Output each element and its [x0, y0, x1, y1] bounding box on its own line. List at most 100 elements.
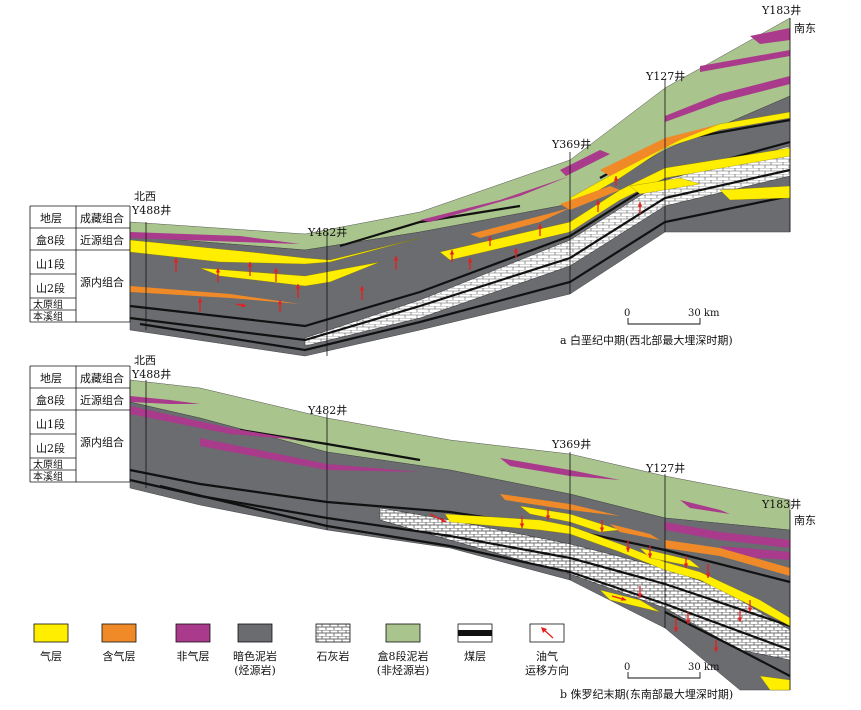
panel-b-well-lines [145, 380, 791, 690]
table-row-label: 太原组 [33, 458, 63, 471]
migration-arrow [247, 262, 253, 276]
migration-arrow [705, 564, 711, 578]
panel-b-dark-mudstone [129, 401, 791, 691]
table-row-label: 盒8段 [36, 393, 65, 407]
table-group-label: 近源组合 [80, 393, 124, 407]
panel-a-gas-layers [129, 111, 791, 287]
legend-label: 非气层 [177, 649, 210, 663]
migration-arrow [683, 556, 689, 568]
migration-arrow [613, 176, 619, 186]
migration-arrow [393, 256, 399, 270]
panel-b-caption: b 侏罗纪末期(东南部最大埋深时期) [560, 687, 733, 701]
legend-item-gas: 气层 [33, 623, 69, 663]
migration-arrow [295, 284, 301, 298]
panel-b-migration-arrows [429, 508, 753, 652]
legend-item-migration-arrow: 油气运移方向 [525, 623, 569, 677]
legend-swatch-he8-mudstone [385, 623, 421, 643]
migration-arrow [467, 258, 473, 270]
migration-arrow [273, 268, 279, 282]
migration-arrow [513, 248, 519, 258]
legend-swatch-non-gas [175, 623, 211, 643]
table-header-assemblage: 成藏组合 [80, 211, 124, 225]
legend-swatch-gas-bearing [101, 623, 137, 643]
table-row-label: 本溪组 [33, 470, 63, 483]
migration-arrow [637, 586, 643, 598]
panel-a-well-label: Y369井 [551, 137, 591, 151]
table-group-label: 源内组合 [80, 435, 124, 449]
table-row-label: 本溪组 [33, 310, 63, 323]
migration-arrow [173, 258, 179, 272]
migration-arrow [537, 224, 543, 236]
legend-swatch-limestone [315, 623, 351, 643]
legend-item-limestone: 石灰岩 [315, 623, 351, 663]
table-row-label: 太原组 [33, 298, 63, 311]
migration-arrow [197, 298, 203, 312]
migration-arrow [673, 618, 679, 632]
panel-a-caption: a 白垩纪中期(西北部最大埋深时期) [560, 333, 733, 347]
panel-b-dir-right: 南东 [794, 514, 816, 527]
panel-a-well-label: Y183井 [761, 3, 801, 17]
migration-arrow [685, 612, 691, 624]
migration-arrow [277, 300, 283, 312]
migration-arrow [449, 250, 455, 262]
legend-label: 煤层 [464, 650, 486, 663]
legend-label: 含气层 [103, 649, 136, 663]
panel-a-well-label: Y488井 [131, 203, 171, 217]
legend-item-gas-bearing: 含气层 [101, 623, 137, 663]
migration-arrow [625, 540, 631, 552]
panel-a-migration-arrows [173, 176, 643, 312]
legend-item-he8-mudstone: 盒8段泥岩(非烃源岩) [377, 623, 430, 677]
migration-arrow [545, 508, 551, 520]
panel-b-well-label: Y488井 [131, 367, 171, 381]
migration-arrow [519, 516, 525, 528]
legend-label: 石灰岩 [317, 649, 350, 663]
panel-b-gas-bearing-layers [500, 494, 790, 576]
table-row-label: 山1段 [36, 417, 65, 431]
panel-b-well-label: Y183井 [761, 497, 801, 511]
migration-arrow [737, 610, 743, 622]
migration-arrow [359, 286, 365, 300]
migration-arrow [487, 236, 493, 246]
migration-arrow [215, 268, 221, 282]
panel-a-dir-right: 南东 [794, 22, 816, 35]
legend-swatch-migration-arrow [529, 623, 565, 643]
migration-arrow [599, 520, 605, 532]
migration-arrow [647, 546, 653, 558]
table-group-label: 源内组合 [80, 275, 124, 289]
panel-b-well-label: Y127井 [645, 461, 685, 475]
table-header-strata: 地层 [40, 372, 62, 385]
legend-label: 盒8段泥岩(非烃源岩) [377, 649, 430, 677]
panel-a-well-label: Y482井 [307, 225, 347, 239]
panel-b-well-label: Y482井 [307, 403, 347, 417]
panel-b-non-gas-layers [130, 396, 790, 560]
legend-swatch-gas [33, 623, 69, 643]
legend-label: 油气运移方向 [525, 649, 569, 677]
table-row-label: 山2段 [36, 281, 65, 295]
migration-arrow [235, 302, 247, 308]
legend-label: 气层 [40, 649, 62, 663]
panel-a-scale-bar: 0 30 km [624, 308, 720, 325]
panel-a-well-label: Y127井 [645, 69, 685, 83]
legend: 气层 含气层 非气层 暗色泥岩(烃源岩) 石灰岩 盒8段泥岩(非烃源岩) 煤层 油气运移方向 [33, 623, 569, 677]
panel-b: 北西 Y488井 Y482井 Y369井 Y127井 Y183井 南东 0 30… [129, 354, 816, 701]
panel-a-non-gas-layers [130, 28, 790, 244]
svg-text:30 km: 30 km [688, 308, 720, 319]
table-header-strata: 地层 [40, 212, 62, 225]
migration-arrow [595, 200, 601, 212]
table-row-label: 盒8段 [36, 233, 65, 247]
migration-arrow [429, 513, 447, 523]
table-row-label: 山1段 [36, 257, 65, 271]
panel-a-well-lines [145, 18, 791, 356]
legend-item-dark-mudstone: 暗色泥岩(烃源岩) [233, 623, 277, 677]
migration-arrow [747, 600, 753, 612]
panel-b-dir-left: 北西 [134, 354, 156, 367]
migration-arrow [611, 595, 627, 601]
migration-arrow [637, 202, 643, 214]
legend-swatch-coal [457, 623, 493, 643]
table-group-label: 近源组合 [80, 233, 124, 247]
panel-b-scale-bar: 0 30 km [624, 662, 720, 679]
svg-text:0: 0 [624, 662, 630, 673]
